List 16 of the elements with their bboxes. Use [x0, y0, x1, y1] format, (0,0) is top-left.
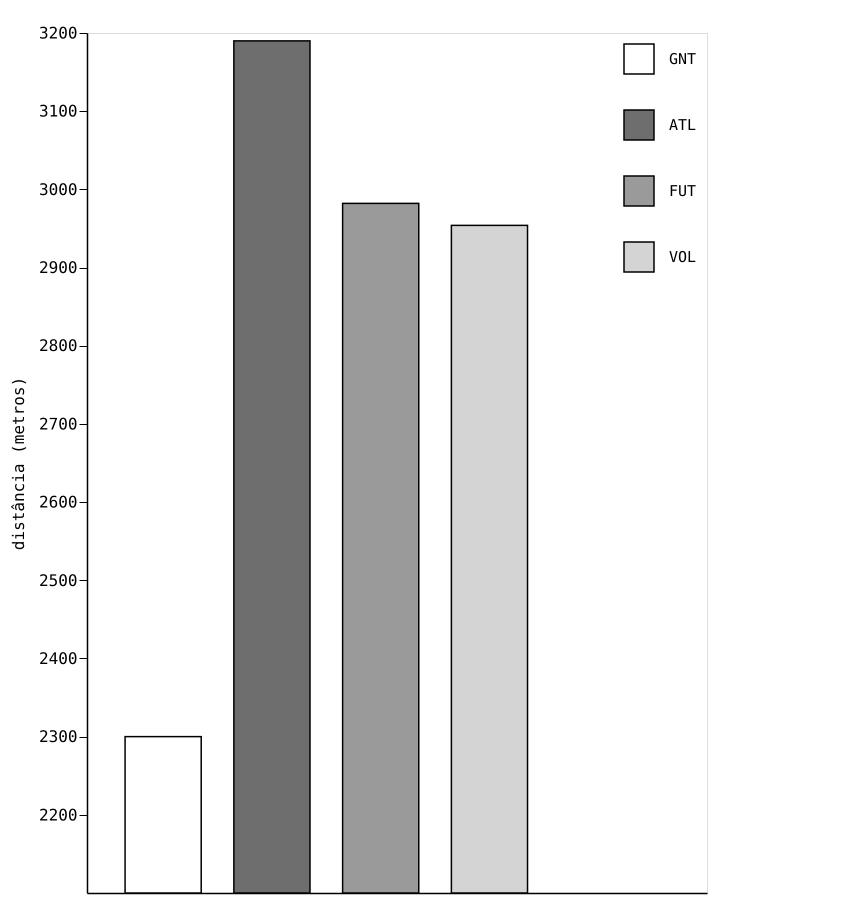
y-tick-label: 2800 [38, 336, 78, 356]
y-tick-label: 2900 [38, 258, 78, 278]
legend-label: VOL [669, 248, 696, 266]
y-tick-label: 2400 [38, 648, 78, 668]
y-tick-label: 2200 [38, 805, 78, 824]
legend-label: ATL [669, 116, 696, 134]
y-tick-label: 2300 [38, 727, 78, 746]
y-tick-label: 3000 [38, 180, 78, 199]
y-tick-label: 3200 [38, 24, 78, 42]
y-tick-label: 2700 [38, 414, 78, 434]
y-axis-title: distância (metros) [8, 376, 28, 550]
legend-label: FUT [669, 182, 696, 200]
y-tick-label: 3100 [38, 102, 78, 121]
y-tick-label: 2500 [38, 570, 78, 590]
legend-label: GNT [669, 50, 696, 68]
y-tick-label: 2600 [38, 492, 78, 512]
